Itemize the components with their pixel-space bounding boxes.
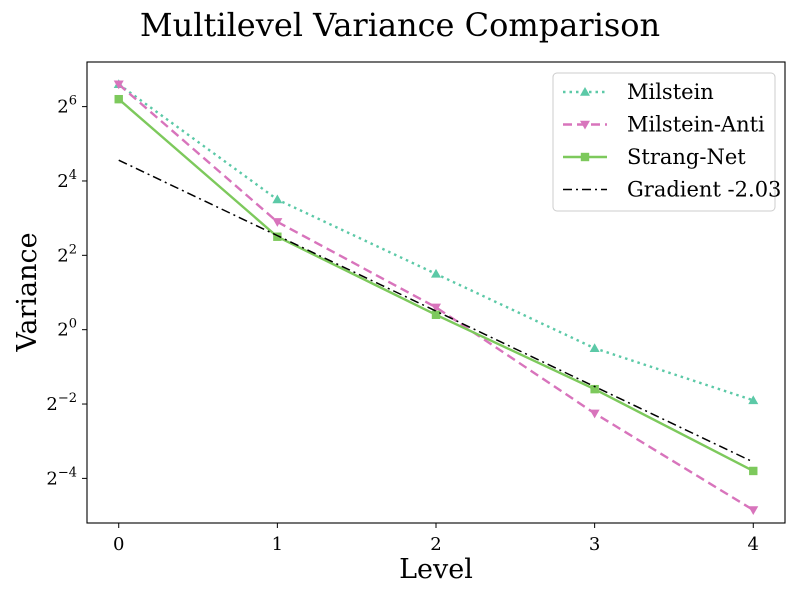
legend-marker [580, 120, 590, 130]
data-point [431, 268, 441, 278]
legend-marker [580, 152, 590, 162]
legend-label: Gradient -2.03 [627, 178, 781, 202]
y-axis-label: Variance [12, 232, 43, 352]
y-tick-label: 26 [57, 94, 77, 118]
x-tick-label: 0 [113, 534, 124, 555]
legend-label: Milstein [627, 80, 714, 104]
legend-item: Milstein-Anti [563, 113, 765, 137]
series-line [118, 159, 754, 463]
legend-box [552, 72, 776, 212]
data-point [590, 384, 599, 394]
y-tick-label: 2−4 [46, 465, 77, 489]
legend-item: Milstein [563, 80, 714, 104]
y-tick-label: 22 [57, 242, 77, 266]
data-point [748, 395, 759, 405]
legend-label: Milstein-Anti [627, 113, 765, 137]
y-tick-label: 20 [57, 317, 77, 341]
data-point [272, 218, 283, 227]
x-axis-label: Level [399, 554, 473, 585]
x-tick-label: 3 [589, 534, 600, 555]
legend-item: Gradient -2.03 [563, 178, 781, 202]
x-tick-label: 1 [272, 534, 283, 555]
y-tick-label: 2−2 [46, 391, 77, 415]
data-point [272, 194, 283, 204]
x-tick-label: 2 [430, 534, 441, 555]
y-tick-label: 24 [57, 168, 77, 192]
series-gradient-2-03 [118, 159, 754, 463]
legend-item: Strang-Net [563, 145, 746, 169]
chart-title: Multilevel Variance Comparison [140, 6, 660, 44]
data-point [273, 232, 282, 241]
legend: Milstein Milstein-Anti Strang-Net Gradient … [552, 72, 781, 212]
series-layer [113, 79, 759, 515]
x-tick-label: 4 [748, 534, 759, 555]
legend-label: Strang-Net [627, 145, 746, 169]
data-point [589, 343, 600, 353]
data-point [749, 466, 758, 476]
data-point [114, 94, 123, 104]
data-point [748, 506, 759, 515]
legend-marker [580, 87, 590, 96]
series-milstein-anti [113, 80, 759, 515]
data-point [113, 80, 124, 90]
data-point [589, 409, 600, 419]
data-point [431, 310, 441, 320]
data-point [431, 303, 441, 313]
series-strang-net [114, 94, 758, 476]
